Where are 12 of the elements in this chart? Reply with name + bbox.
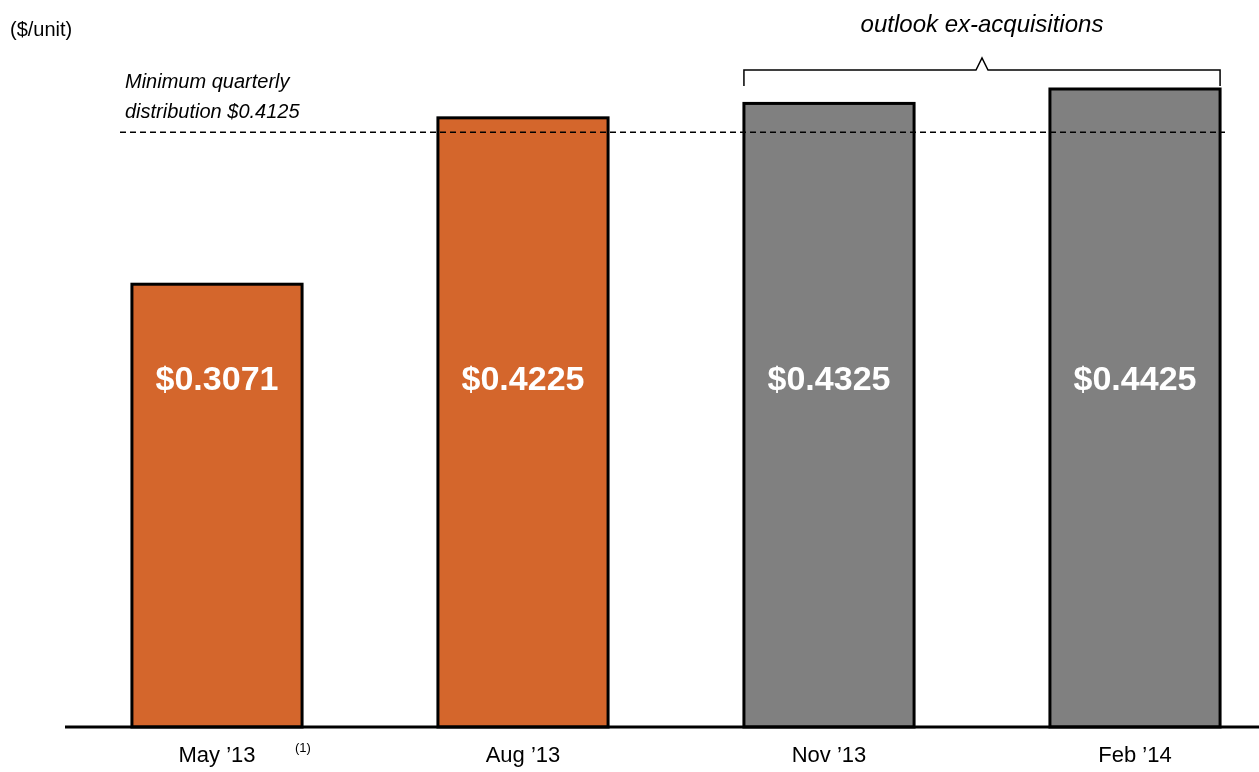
y-axis-title: ($/unit)	[10, 18, 73, 40]
x-tick-label: Aug ’13	[485, 742, 561, 767]
x-tick-label: Feb ’14	[1098, 742, 1172, 767]
x-tick-label: May ’13	[178, 742, 256, 767]
x-tick-label: Nov ’13	[791, 742, 867, 767]
data-label: $0.4325	[767, 358, 891, 397]
data-label: $0.4225	[461, 358, 585, 397]
text: (1)	[295, 740, 311, 755]
text: outlook ex-acquisitions	[860, 10, 1104, 37]
data-label: $0.3071	[155, 358, 279, 397]
data-label: $0.4425	[1073, 358, 1197, 397]
ref-line-label: Minimum quarterly distribution $0.4125	[125, 70, 301, 123]
